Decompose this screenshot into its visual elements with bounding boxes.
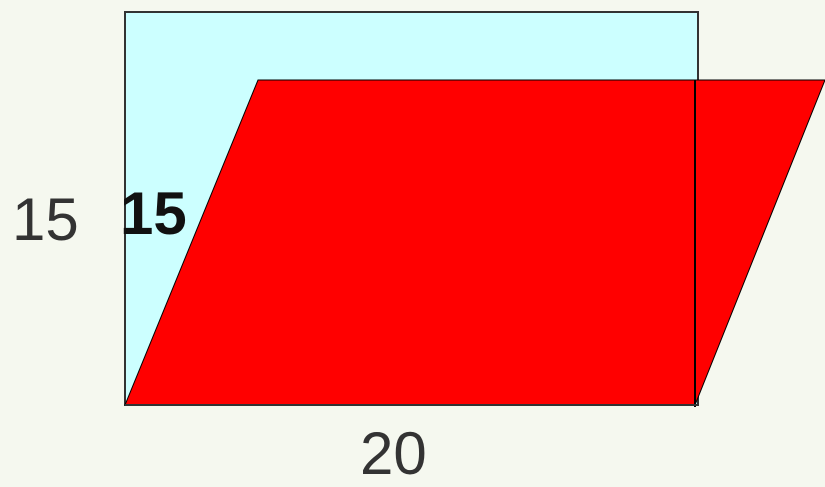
base-length-label: 20 <box>360 420 427 487</box>
rectangle-height-label: 15 <box>12 186 79 253</box>
parallelogram-height-label: 15 <box>120 180 187 247</box>
